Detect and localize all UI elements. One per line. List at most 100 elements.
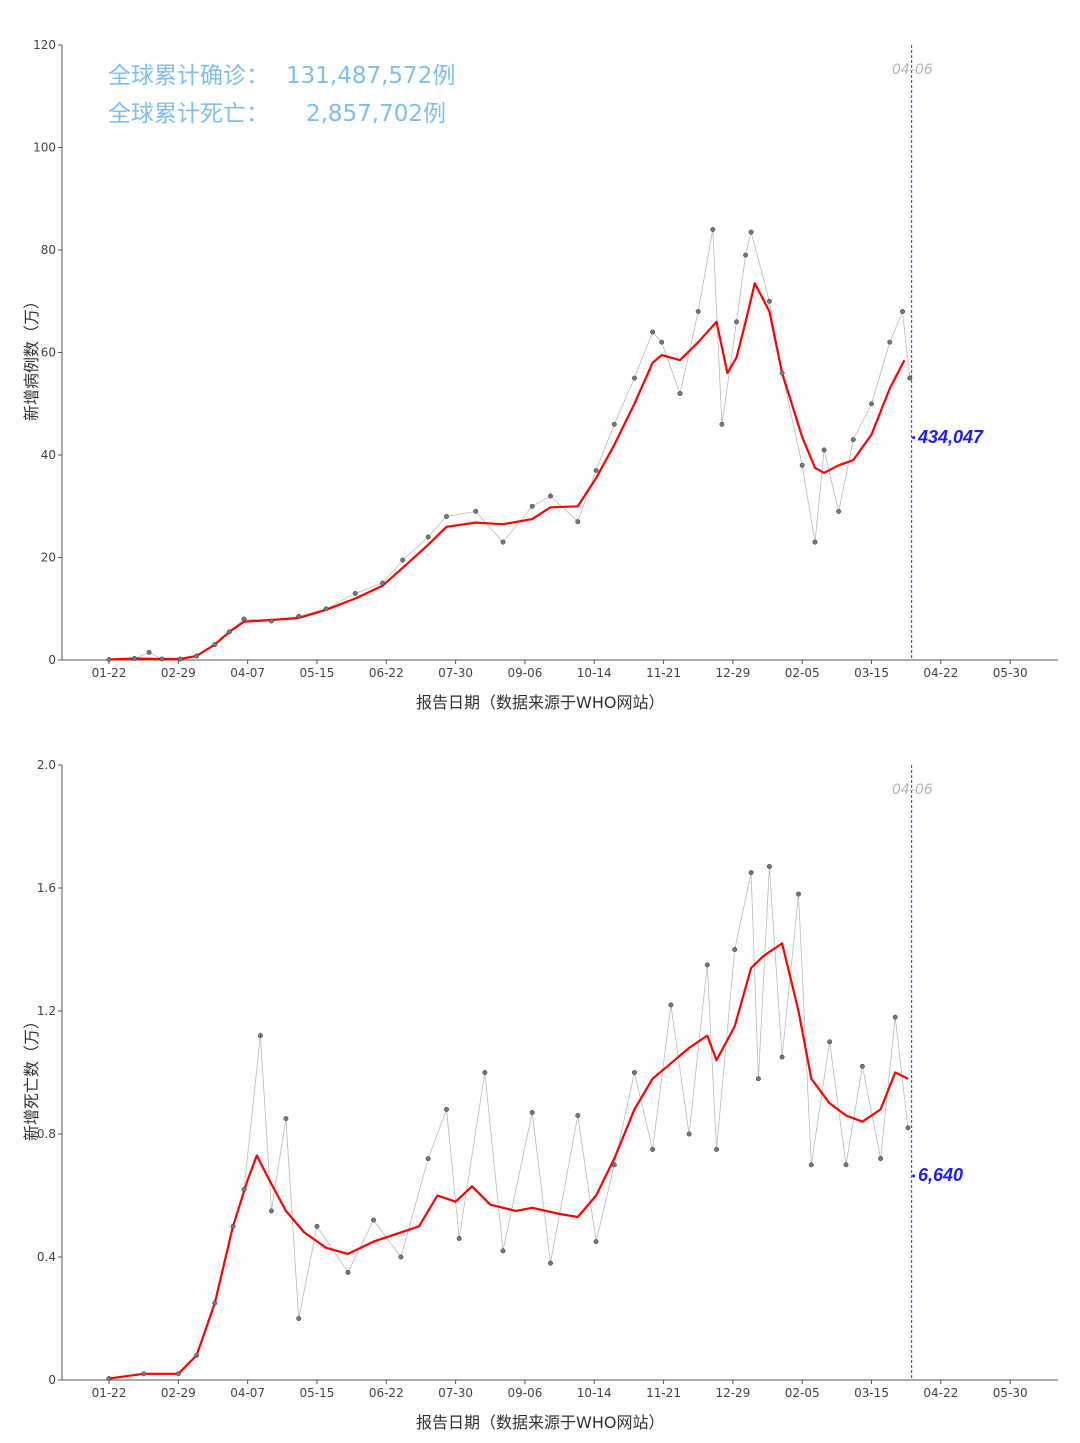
y-tick-label-bottom: 0.4 [37, 1250, 56, 1264]
daily-point-bottom [704, 962, 710, 968]
y-tick-label-bottom: 1.2 [37, 1004, 56, 1018]
x-tick-label-bottom: 12-29 [715, 1386, 750, 1400]
daily-point-bottom [529, 1110, 535, 1115]
daily-point-top [659, 339, 665, 345]
daily-point-top [444, 514, 449, 519]
daily-point-bottom [808, 1162, 814, 1168]
daily-point-top [812, 539, 818, 545]
daily-point-top [821, 447, 827, 453]
daily-point-bottom [611, 1162, 617, 1168]
x-tick-label-bottom: 04-07 [230, 1386, 265, 1400]
x-tick-label-bottom: 02-29 [161, 1386, 196, 1400]
daily-point-top [734, 319, 739, 325]
x-tick-label-bottom: 03-15 [854, 1386, 889, 1400]
daily-point-bottom [631, 1070, 637, 1075]
x-tick-label-bottom: 05-15 [300, 1386, 335, 1400]
daily-point-top [836, 508, 842, 514]
y-tick-label-bottom: 2.0 [37, 758, 56, 772]
daily-point-bottom [748, 870, 754, 876]
daily-point-bottom [859, 1063, 865, 1069]
y-tick-label-top: 120 [33, 38, 56, 52]
x-tick-label-top: 02-05 [785, 666, 820, 680]
x-tick-label-top: 01-22 [92, 666, 127, 680]
daily-point-top [710, 227, 716, 232]
summary-cases-row: 全球累计确诊： 131,487,572例 [108, 56, 468, 89]
daily-point-top [869, 401, 874, 407]
daily-point-bottom [827, 1039, 833, 1045]
summary-deaths-row: 全球累计死亡： 2,857,702例 [108, 94, 468, 127]
daily-point-top [887, 339, 893, 345]
daily-point-top [296, 613, 302, 619]
daily-point-top [323, 606, 329, 612]
summary-deaths-value: 2,857,702例 [305, 101, 446, 127]
daily-point-bottom [444, 1106, 449, 1112]
daily-point-bottom [575, 1113, 581, 1118]
x-tick-label-bottom: 11-21 [646, 1386, 681, 1400]
daily-point-top [400, 557, 406, 563]
daily-point-top [473, 508, 479, 514]
daily-point-bottom [257, 1033, 263, 1039]
daily-point-bottom [456, 1236, 462, 1241]
daily-point-top [194, 653, 200, 659]
x-axis-title-bottom: 报告日期（数据来源于WHO网站） [416, 1413, 665, 1432]
summary-cases-value: 131,487,572例 [286, 63, 456, 89]
y-tick-label-top: 0 [48, 653, 56, 667]
daily-point-top [900, 309, 905, 314]
x-tick-label-bottom: 02-05 [785, 1386, 820, 1400]
daily-point-top [799, 462, 805, 468]
daily-point-bottom [668, 1002, 674, 1008]
daily-point-bottom [425, 1156, 431, 1162]
daily-point-bottom [500, 1248, 506, 1254]
y-tick-label-top: 20 [41, 551, 56, 565]
y-axis-title-top: 新增病例数（万） [22, 293, 41, 422]
y-tick-label-top: 40 [41, 448, 56, 462]
x-tick-label-bottom: 05-30 [993, 1386, 1028, 1400]
daily-point-bottom [175, 1371, 181, 1377]
daily-point-bottom [194, 1352, 200, 1358]
latest-value-label-bottom: 6,640 [918, 1165, 964, 1185]
daily-point-top [212, 642, 218, 648]
x-tick-label-top: 12-29 [715, 666, 750, 680]
summary-cases-label: 全球累计确诊： [108, 63, 269, 89]
daily-point-bottom [905, 1125, 911, 1131]
daily-point-bottom [714, 1146, 719, 1152]
daily-point-bottom [482, 1070, 488, 1075]
daily-point-bottom [314, 1223, 320, 1229]
daily-point-bottom [796, 891, 801, 897]
x-tick-label-top: 09-06 [507, 666, 542, 680]
x-tick-label-top: 11-21 [646, 666, 681, 680]
moving-average-line-bottom [108, 942, 909, 1380]
x-tick-label-bottom: 06-22 [369, 1386, 404, 1400]
x-tick-label-top: 05-15 [300, 666, 335, 680]
daily-point-top [132, 656, 137, 661]
daily-point-bottom [878, 1156, 884, 1162]
x-tick-label-bottom: 01-22 [92, 1386, 127, 1400]
daily-point-top [748, 229, 754, 235]
x-tick-label-top: 07-30 [438, 666, 473, 680]
daily-point-bottom [241, 1186, 247, 1192]
x-tick-label-top: 04-07 [230, 666, 265, 680]
x-tick-label-bottom: 10-14 [577, 1386, 612, 1400]
daily-point-top [106, 657, 112, 662]
daily-point-bottom [779, 1054, 785, 1060]
x-tick-label-top: 02-29 [161, 666, 196, 680]
x-tick-label-top: 05-30 [993, 666, 1028, 680]
daily-point-top [380, 580, 386, 586]
daily-point-bottom [843, 1162, 849, 1168]
daily-series-line-top [108, 229, 911, 660]
daily-point-bottom [106, 1376, 112, 1381]
reference-date-label-bottom: 04-06 [892, 782, 933, 798]
y-axis-title-bottom: 新增死亡数（万） [22, 1013, 41, 1142]
daily-point-top [677, 391, 683, 396]
x-tick-label-top: 06-22 [369, 666, 404, 680]
daily-point-bottom [398, 1254, 404, 1260]
daily-point-bottom [732, 947, 738, 952]
daily-point-top [159, 656, 165, 662]
daily-point-top [850, 437, 856, 443]
daily-point-bottom [345, 1269, 351, 1275]
summary-deaths-label: 全球累计死亡： [108, 101, 269, 127]
daily-point-bottom [593, 1239, 599, 1245]
daily-series-line-bottom [108, 866, 909, 1379]
daily-point-bottom [892, 1014, 898, 1020]
